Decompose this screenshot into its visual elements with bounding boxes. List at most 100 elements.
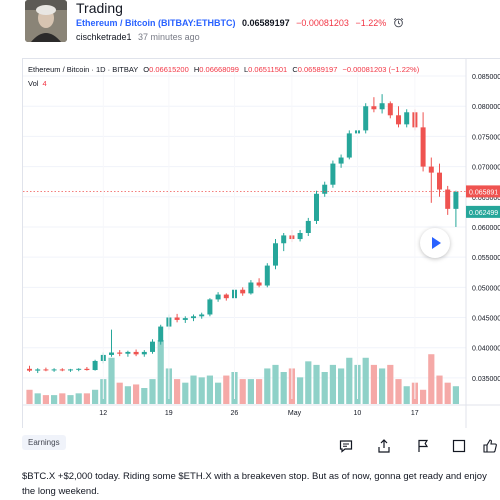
candle-body [404, 112, 410, 125]
candle-body [322, 184, 328, 194]
alarm-clock-icon[interactable] [393, 17, 404, 30]
volume-bar [108, 357, 115, 404]
volume-bar [436, 375, 443, 404]
candle-body [273, 243, 278, 266]
y-tick-label: 0.060000 [472, 225, 500, 232]
volume-bar [67, 395, 74, 404]
flag-icon[interactable] [415, 438, 431, 454]
y-tick-label: 0.040000 [472, 346, 500, 353]
legend-open: 0.06615200 [149, 65, 189, 74]
legend-o-label: O [143, 65, 150, 74]
candle-body [240, 289, 246, 294]
x-tick-label: 10 [354, 410, 362, 417]
candle-body [207, 299, 213, 315]
candle-body [330, 163, 336, 185]
candle-body [305, 220, 311, 233]
volume-bar [124, 386, 131, 404]
candle-body [215, 294, 221, 300]
candle-body [191, 316, 196, 319]
volume-bar [247, 379, 254, 404]
volume-bar [338, 368, 345, 404]
volume-bar [75, 393, 82, 404]
y-tick-label: 0.065000 [472, 195, 500, 202]
candle-body [125, 351, 131, 354]
comment-icon[interactable] [338, 438, 354, 454]
volume-bar [51, 395, 58, 404]
volume-bar [182, 382, 189, 404]
volume-bar [206, 375, 213, 404]
candle-body [43, 369, 49, 371]
candle-body [92, 360, 98, 371]
y-tick-label: 0.080000 [472, 104, 500, 111]
volume-bar [26, 389, 33, 404]
volume-legend: Vol 4 [28, 79, 47, 88]
candle-body [158, 326, 164, 342]
candle-body [59, 369, 65, 371]
candle-body [371, 106, 377, 110]
volume-bar [305, 361, 312, 404]
candle-body [27, 368, 32, 371]
legend-l-label: L [243, 65, 249, 74]
volume-bar [395, 379, 402, 404]
candle-body [133, 351, 139, 355]
idea-title: Trading [76, 0, 123, 16]
candle-body [264, 265, 270, 286]
candle-body [379, 103, 385, 110]
candle-body [363, 106, 369, 131]
thumbs-up-icon[interactable] [482, 438, 498, 454]
candle-body [346, 133, 352, 158]
author-name[interactable]: cischketrade1 [76, 32, 132, 42]
volume-bar [444, 382, 451, 404]
legend-instrument: Ethereum / Bitcoin · 1D · BITBAY [28, 65, 139, 74]
y-tick-label: 0.075000 [472, 134, 500, 141]
volume-label: Vol [28, 79, 39, 88]
tag-earnings[interactable]: Earnings [22, 435, 66, 450]
y-tick-label: 0.070000 [472, 165, 500, 172]
more-icon[interactable] [451, 438, 467, 454]
volume-bar [420, 389, 427, 404]
symbol-price: 0.06589197 [242, 17, 290, 28]
candle-body [109, 352, 114, 355]
idea-description: $BTC.X +$2,000 today. Riding some $ETH.X… [22, 471, 487, 497]
volume-bar [141, 388, 148, 404]
volume-bar [198, 377, 205, 404]
y-tick-label: 0.050000 [472, 285, 500, 292]
volume-bar [297, 377, 304, 404]
candle-body [396, 115, 401, 125]
y-tick-label: 0.045000 [472, 316, 500, 323]
secondary-price-label: 0.062499 [469, 210, 498, 217]
x-tick-label: 19 [165, 410, 173, 417]
volume-bar [329, 364, 336, 404]
volume-bar [92, 389, 99, 404]
volume-bar [387, 364, 394, 404]
candle-body [35, 369, 41, 371]
volume-bar [403, 386, 410, 404]
candle-body [437, 172, 442, 190]
volume-bar [370, 364, 377, 404]
volume-bar [59, 393, 66, 404]
symbol-change-pct: −1.22% [355, 17, 387, 28]
candle-body [314, 193, 319, 221]
share-icon[interactable] [376, 438, 392, 454]
candle-body [297, 233, 303, 240]
symbol-line: Ethereum / Bitcoin (BITBAY:ETHBTC) 0.065… [76, 17, 404, 30]
candle-body [182, 318, 188, 320]
last-price-label: 0.065891 [469, 189, 498, 196]
x-tick-label: 17 [411, 410, 419, 417]
volume-bar [34, 393, 41, 404]
volume-bar [149, 379, 156, 404]
play-button[interactable] [420, 228, 450, 258]
candle-body [223, 294, 229, 299]
author-avatar[interactable] [25, 0, 67, 42]
y-tick-label: 0.035000 [472, 376, 500, 383]
symbol-link[interactable]: Ethereum / Bitcoin (BITBAY:ETHBTC) [76, 17, 236, 28]
chart-panel[interactable]: 0.085000 0.080000 0.075000 0.070000 0.065000… [22, 58, 500, 428]
candle-body [445, 189, 451, 209]
candlestick-chart: 0.085000 0.080000 0.075000 0.070000 0.065000… [23, 59, 500, 428]
volume-bar [239, 379, 246, 404]
candle-body [338, 157, 344, 164]
candle-body [51, 369, 57, 371]
legend-high: 0.06668099 [199, 65, 239, 74]
volume-bar [321, 372, 328, 404]
candle-body [68, 369, 73, 371]
